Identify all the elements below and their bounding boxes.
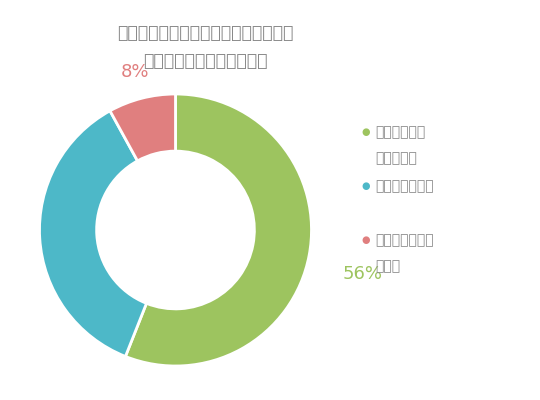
Text: その仕事を選んだ理由は？: その仕事を選んだ理由は？ [143,52,267,70]
Text: ●: ● [362,127,370,137]
Wedge shape [110,94,176,161]
Text: スキルアップが: スキルアップが [375,233,434,247]
Text: ●: ● [362,235,370,245]
Text: ●: ● [362,181,370,191]
Text: 合っている: 合っている [375,151,417,165]
Text: 自分の性格に: 自分の性格に [375,125,426,139]
Text: 長く続けられる: 長く続けられる [375,179,434,193]
Text: 8%: 8% [120,63,149,81]
Text: 56%: 56% [342,265,383,283]
Text: 望める: 望める [375,259,401,273]
Wedge shape [125,94,312,366]
Wedge shape [39,111,146,356]
Text: 事務の仕事をしている方に聞きます。: 事務の仕事をしている方に聞きます。 [117,24,293,42]
